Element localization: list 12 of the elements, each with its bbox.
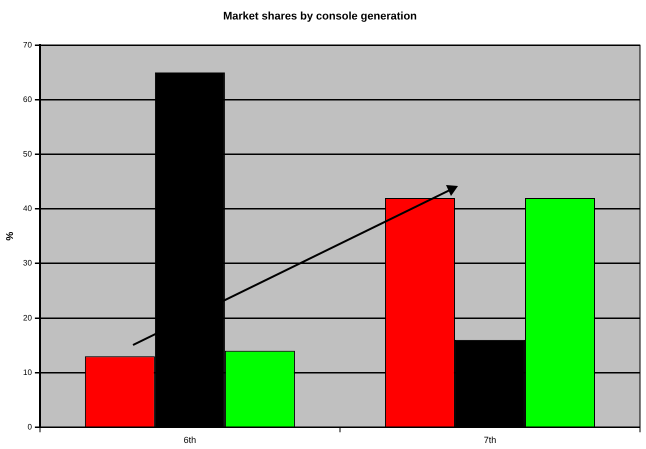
y-tick-label: 20	[22, 313, 32, 322]
x-tick-label: 7th	[484, 435, 496, 446]
y-tick-label: 60	[22, 94, 32, 104]
chart-title: Market shares by console generation	[223, 10, 418, 23]
y-tick-label: 40	[22, 204, 32, 214]
y-tick-label: 0	[27, 422, 32, 432]
y-tick-label: 10	[22, 368, 32, 377]
x-tick-label: 6th	[184, 435, 196, 446]
y-tick-label: 30	[22, 258, 32, 268]
y-tick-label: 50	[22, 150, 32, 159]
y-axis-title: %	[4, 232, 16, 241]
y-tick-label: 70	[22, 40, 32, 50]
